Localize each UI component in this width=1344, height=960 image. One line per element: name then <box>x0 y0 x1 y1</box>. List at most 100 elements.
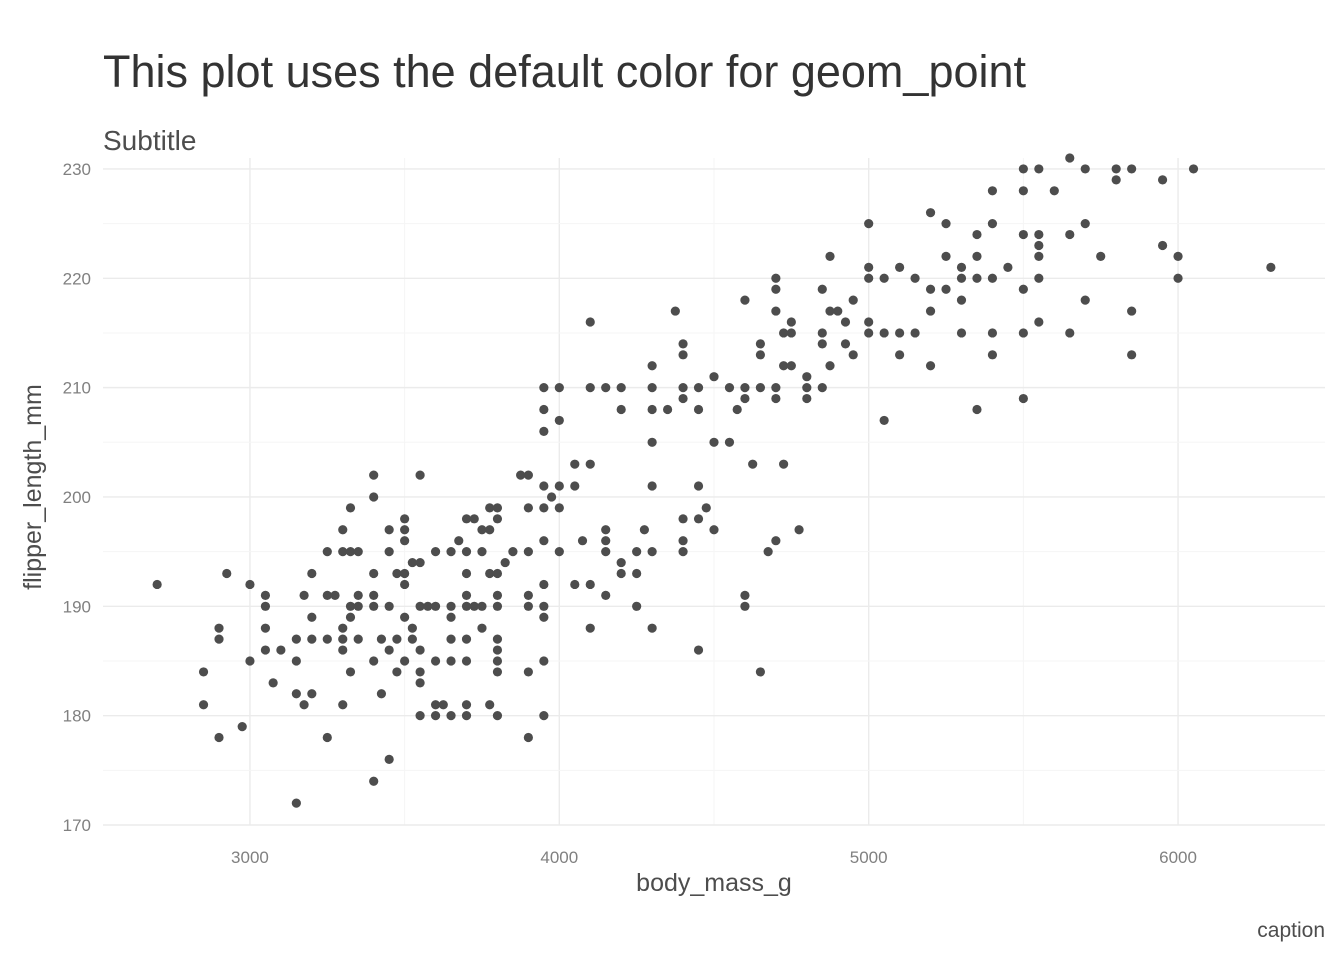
data-point <box>724 383 735 393</box>
data-point <box>601 536 611 546</box>
data-point <box>338 634 348 644</box>
data-point <box>539 503 549 513</box>
data-point <box>461 656 472 666</box>
data-point <box>307 689 317 699</box>
data-point <box>523 470 533 480</box>
data-point <box>647 547 657 557</box>
data-point <box>430 547 441 557</box>
data-point <box>601 590 611 600</box>
data-point <box>539 481 549 491</box>
data-point <box>779 328 789 338</box>
data-point <box>825 361 835 371</box>
data-point <box>895 350 905 360</box>
data-point <box>925 208 936 218</box>
data-point <box>198 700 209 710</box>
data-point <box>771 273 781 283</box>
data-point <box>539 612 549 622</box>
data-point <box>1157 175 1168 185</box>
data-point <box>322 590 332 600</box>
data-point <box>585 623 595 633</box>
data-point <box>485 503 495 513</box>
data-point <box>701 503 711 513</box>
data-point <box>956 262 967 272</box>
data-point <box>786 317 796 327</box>
data-point <box>461 590 472 600</box>
data-point <box>338 645 348 655</box>
x-tick-label: 4000 <box>540 848 578 867</box>
data-point <box>1034 273 1044 283</box>
data-point <box>546 492 557 502</box>
data-point <box>430 700 441 710</box>
data-point <box>291 656 301 666</box>
data-point <box>369 776 379 786</box>
data-point <box>833 306 843 316</box>
data-point <box>647 361 657 371</box>
data-point <box>291 689 301 699</box>
data-point <box>709 525 719 535</box>
data-point <box>369 601 379 611</box>
data-point <box>763 547 773 557</box>
data-point <box>585 579 595 590</box>
data-point <box>384 601 394 611</box>
data-point <box>786 328 796 338</box>
data-point <box>678 536 688 546</box>
y-tick-label: 190 <box>63 597 91 616</box>
data-point <box>353 601 363 611</box>
data-point <box>345 503 356 513</box>
data-point <box>825 251 835 262</box>
data-point <box>817 284 827 294</box>
data-point <box>523 590 533 600</box>
data-point <box>941 251 951 262</box>
data-point <box>330 590 340 600</box>
data-point <box>430 711 441 721</box>
data-point <box>1065 328 1075 338</box>
data-point <box>492 645 503 655</box>
data-point <box>400 536 410 546</box>
data-point <box>879 415 889 426</box>
data-point <box>423 601 433 611</box>
data-point <box>1127 164 1137 174</box>
data-point <box>260 590 271 600</box>
data-point <box>972 229 982 240</box>
data-point <box>384 754 394 764</box>
data-point <box>1018 284 1028 294</box>
data-point <box>724 437 735 447</box>
data-point <box>1034 240 1044 251</box>
data-point <box>539 426 549 436</box>
data-point <box>1018 229 1028 240</box>
data-point <box>879 328 889 338</box>
data-point <box>585 459 595 469</box>
data-point <box>771 536 781 546</box>
data-point <box>802 383 812 393</box>
data-point <box>632 547 642 557</box>
data-point <box>755 667 766 677</box>
data-point <box>539 601 549 611</box>
chart-subtitle: Subtitle <box>103 125 196 156</box>
data-point <box>647 404 657 415</box>
data-point <box>516 470 526 480</box>
data-point <box>755 350 766 360</box>
data-point <box>369 470 379 480</box>
data-point <box>461 514 472 524</box>
data-point <box>430 601 441 611</box>
data-point <box>678 383 688 393</box>
data-point <box>1018 186 1028 196</box>
data-point <box>245 579 255 590</box>
data-point <box>840 339 851 349</box>
data-point <box>1018 164 1028 174</box>
data-point <box>523 667 533 677</box>
data-point <box>485 525 495 535</box>
data-point <box>779 361 789 371</box>
data-point <box>678 339 688 349</box>
data-point <box>523 601 533 611</box>
data-point <box>338 700 348 710</box>
data-point <box>307 568 317 579</box>
data-point <box>198 667 209 677</box>
data-point <box>152 579 162 590</box>
x-tick-label: 6000 <box>1159 848 1197 867</box>
data-point <box>693 481 704 491</box>
data-point <box>376 634 387 644</box>
data-point <box>693 404 704 415</box>
data-point <box>639 525 649 535</box>
data-point <box>1034 317 1044 327</box>
